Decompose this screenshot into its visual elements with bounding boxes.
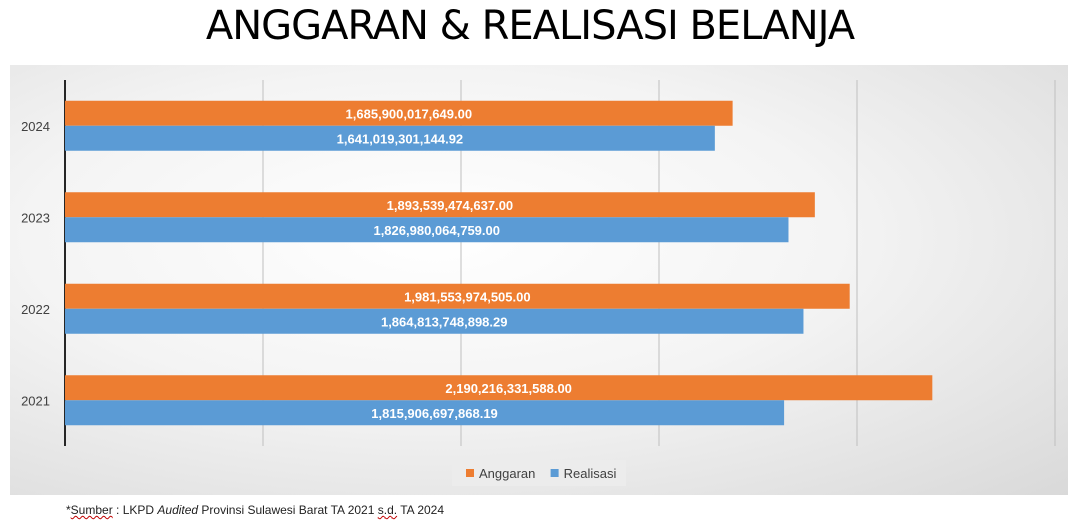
- y-tick-label: 2022: [21, 302, 50, 317]
- bar-anggaran: [65, 375, 933, 401]
- data-label: 1,893,539,474,637.00: [387, 198, 514, 213]
- y-tick-label: 2024: [21, 119, 50, 134]
- legend-label: Realisasi: [564, 466, 617, 481]
- source-note: *Sumber : LKPD Audited Provinsi Sulawesi…: [66, 503, 444, 517]
- source-end: TA 2024: [397, 503, 445, 517]
- data-label: 2,190,216,331,588.00: [445, 381, 572, 396]
- legend-swatch-anggaran: [466, 469, 474, 477]
- source-rest: Provinsi Sulawesi Barat TA 2021: [198, 503, 378, 517]
- data-label: 1,685,900,017,649.00: [346, 106, 473, 121]
- data-label: 1,815,906,697,868.19: [371, 406, 498, 421]
- source-prefix: *: [66, 503, 71, 517]
- source-italic: Audited: [157, 503, 199, 517]
- data-label: 1,864,813,748,898.29: [381, 314, 508, 329]
- bar-anggaran: [65, 283, 850, 309]
- bar-realisasi: [65, 217, 789, 243]
- chart-title: ANGGARAN & REALISASI BELANJA: [205, 3, 855, 49]
- data-label: 1,981,553,974,505.00: [404, 289, 531, 304]
- data-label: 1,641,019,301,144.92: [337, 131, 464, 146]
- legend-label: Anggaran: [479, 466, 535, 481]
- source-mid: : LKPD: [112, 503, 158, 517]
- y-tick-label: 2021: [21, 393, 50, 408]
- bar-anggaran: [65, 100, 733, 126]
- legend-box: [452, 460, 626, 486]
- bar-realisasi: [65, 400, 785, 426]
- legend-swatch-realisasi: [550, 469, 559, 477]
- bar-anggaran: [65, 192, 815, 218]
- source-sd: s.d.: [377, 503, 398, 517]
- bar-chart: 2024 1,685,900,017,649.00 1,641,019,301,14…: [21, 80, 1056, 486]
- bar-realisasi: [65, 308, 804, 334]
- y-tick-label: 2023: [21, 210, 50, 225]
- bar-realisasi: [65, 125, 715, 151]
- source-word: Sumber: [70, 503, 113, 517]
- data-label: 1,826,980,064,759.00: [373, 223, 500, 238]
